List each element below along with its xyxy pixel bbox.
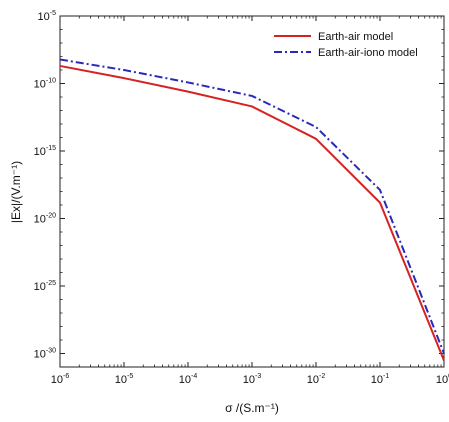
legend-label-earth-air: Earth-air model (318, 31, 393, 43)
x-tick-label-exponent: -5 (127, 373, 133, 380)
x-tick-label-exponent: -3 (255, 373, 261, 380)
y-tick-label: 10-5 (38, 10, 57, 23)
y-tick-label-exponent: -15 (46, 145, 56, 152)
x-tick-label: 10-5 (115, 373, 134, 386)
x-tick-label-base: 10 (243, 374, 255, 386)
y-tick-label-exponent: -25 (46, 280, 56, 287)
y-tick-label-exponent: -20 (46, 213, 56, 220)
x-tick-label: 10-2 (307, 373, 326, 386)
x-tick-label: 10-1 (371, 373, 390, 386)
x-tick-label: 10-6 (51, 373, 70, 386)
y-tick-label-base: 10 (34, 214, 46, 226)
y-tick-label: 10-10 (34, 78, 56, 91)
x-tick-label-exponent: -6 (63, 373, 69, 380)
plot-frame (59, 15, 445, 368)
x-axis-label: σ /(S.m⁻¹) (225, 401, 279, 415)
ticks-layer: 10-610-510-410-310-210-110010-510-1010-1… (34, 10, 449, 386)
y-tick-label: 10-25 (34, 280, 56, 293)
y-tick-label: 10-15 (34, 145, 56, 158)
x-tick-label: 10-4 (179, 373, 198, 386)
y-tick-label-base: 10 (34, 349, 46, 361)
y-tick-label-base: 10 (38, 11, 50, 23)
legend: Earth-air model Earth-air-iono model (274, 31, 418, 59)
legend-label-earth-air-iono: Earth-air-iono model (318, 47, 418, 59)
x-tick-label: 100 (436, 373, 449, 386)
y-tick-label: 10-30 (34, 348, 56, 361)
x-tick-label-exponent: -2 (319, 373, 325, 380)
y-tick-label-base: 10 (34, 146, 46, 158)
y-tick-label-base: 10 (34, 79, 46, 91)
y-tick-label: 10-20 (34, 213, 56, 226)
x-tick-label-base: 10 (115, 374, 127, 386)
x-tick-label-base: 10 (179, 374, 191, 386)
y-tick-label-exponent: -30 (46, 348, 56, 355)
y-tick-label-exponent: -5 (50, 10, 56, 17)
x-tick-label-exponent: -1 (383, 373, 389, 380)
y-tick-label-exponent: -10 (46, 78, 56, 85)
y-axis-label: |Ex|/(V.m⁻¹) (9, 161, 23, 223)
x-tick-label-exponent: -4 (191, 373, 197, 380)
x-tick-label-base: 10 (51, 374, 63, 386)
x-tick-label-base: 10 (436, 374, 448, 386)
series-layer (59, 58, 445, 361)
x-tick-label: 10-3 (243, 373, 262, 386)
x-tick-label-base: 10 (371, 374, 383, 386)
y-tick-label-base: 10 (34, 281, 46, 293)
x-tick-label-base: 10 (307, 374, 319, 386)
